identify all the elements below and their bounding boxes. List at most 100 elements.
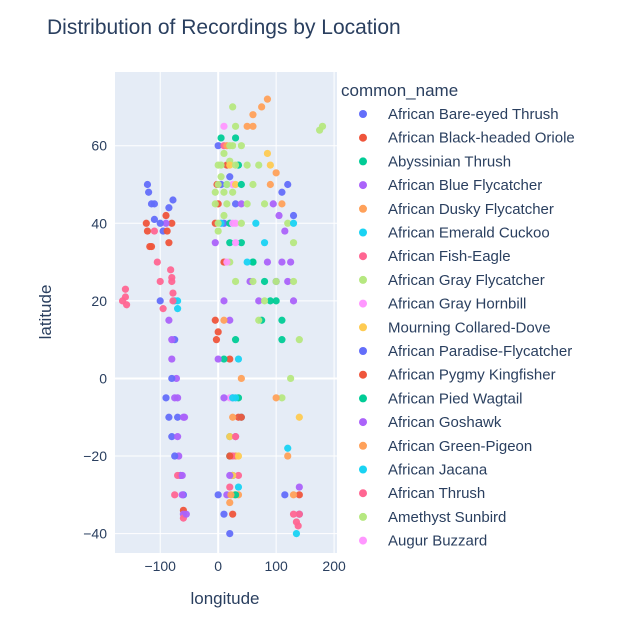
data-point[interactable] <box>295 483 303 491</box>
data-point[interactable] <box>249 122 257 130</box>
data-point[interactable] <box>237 180 245 189</box>
data-point[interactable] <box>249 180 257 189</box>
data-point[interactable] <box>229 219 237 227</box>
data-point[interactable] <box>289 211 298 220</box>
data-point[interactable] <box>118 297 127 305</box>
data-point[interactable] <box>162 219 170 227</box>
data-point[interactable] <box>289 297 298 305</box>
data-point[interactable] <box>169 196 177 204</box>
data-point[interactable] <box>255 161 263 169</box>
data-point[interactable] <box>284 444 292 452</box>
legend-item[interactable]: Augur Buzzard <box>359 533 487 550</box>
data-point[interactable] <box>226 471 234 480</box>
data-point[interactable] <box>292 518 301 526</box>
data-point[interactable] <box>260 200 269 208</box>
data-point[interactable] <box>211 200 219 208</box>
data-point[interactable] <box>289 239 298 247</box>
legend-item[interactable]: African Jacana <box>359 462 488 479</box>
data-point[interactable] <box>179 413 187 421</box>
data-point[interactable] <box>237 374 245 383</box>
data-point[interactable] <box>174 413 182 421</box>
data-point[interactable] <box>281 491 289 499</box>
data-point[interactable] <box>211 188 219 196</box>
data-point[interactable] <box>252 219 260 227</box>
data-point[interactable] <box>243 200 251 208</box>
data-point[interactable] <box>284 180 292 189</box>
data-point[interactable] <box>217 173 225 181</box>
data-point[interactable] <box>165 239 173 247</box>
data-point[interactable] <box>231 433 240 441</box>
data-point[interactable] <box>159 305 167 313</box>
data-point[interactable] <box>214 219 222 227</box>
data-point[interactable] <box>162 211 170 220</box>
data-point[interactable] <box>227 491 235 499</box>
legend-item[interactable]: Mourning Collared-Dove <box>359 319 551 336</box>
legend-item[interactable]: African Thrush <box>359 485 485 502</box>
data-point[interactable] <box>289 491 298 499</box>
data-point[interactable] <box>169 289 177 297</box>
data-point[interactable] <box>168 277 176 286</box>
data-point[interactable] <box>156 277 164 286</box>
data-point[interactable] <box>289 277 298 286</box>
data-point[interactable] <box>156 297 164 305</box>
data-point[interactable] <box>223 258 231 266</box>
data-point[interactable] <box>260 297 269 305</box>
data-point[interactable] <box>295 491 303 499</box>
data-point[interactable] <box>272 169 280 177</box>
data-point[interactable] <box>234 452 243 460</box>
data-point[interactable] <box>237 413 245 421</box>
data-point[interactable] <box>169 297 177 305</box>
data-point[interactable] <box>223 180 231 189</box>
data-point[interactable] <box>234 471 243 480</box>
data-point[interactable] <box>174 433 182 441</box>
data-point[interactable] <box>295 510 303 518</box>
data-point[interactable] <box>217 134 225 142</box>
data-point[interactable] <box>272 297 280 305</box>
data-point[interactable] <box>163 227 171 235</box>
data-point[interactable] <box>295 336 303 344</box>
data-point[interactable] <box>287 374 295 383</box>
data-point[interactable] <box>234 355 243 363</box>
data-point[interactable] <box>214 328 222 336</box>
data-point[interactable] <box>220 122 228 130</box>
data-point[interactable] <box>226 316 234 324</box>
data-point[interactable] <box>278 316 286 324</box>
data-point[interactable] <box>214 491 222 499</box>
data-point[interactable] <box>165 413 173 421</box>
data-point[interactable] <box>226 355 234 363</box>
data-point[interactable] <box>289 219 298 227</box>
data-point[interactable] <box>150 227 159 235</box>
data-point[interactable] <box>220 149 228 158</box>
data-point[interactable] <box>231 134 240 142</box>
data-point[interactable] <box>287 258 295 266</box>
legend-item[interactable]: African Dusky Flycatcher <box>359 201 554 218</box>
legend-item[interactable]: African Gray Flycatcher <box>359 272 545 289</box>
data-point[interactable] <box>231 336 240 344</box>
data-point[interactable] <box>289 510 298 518</box>
data-point[interactable] <box>147 242 156 251</box>
data-point[interactable] <box>231 200 240 208</box>
data-point[interactable] <box>229 394 237 402</box>
data-point[interactable] <box>165 316 173 324</box>
legend-item[interactable]: African Paradise-Flycatcher <box>359 343 572 360</box>
legend-item[interactable]: African Goshawk <box>359 414 502 431</box>
data-point[interactable] <box>255 316 263 324</box>
data-point[interactable] <box>178 471 186 480</box>
data-point[interactable] <box>231 239 240 247</box>
data-point[interactable] <box>226 239 234 247</box>
data-point[interactable] <box>237 219 245 227</box>
data-point[interactable] <box>168 374 176 383</box>
data-point[interactable] <box>212 336 221 344</box>
data-point[interactable] <box>249 111 257 119</box>
data-point[interactable] <box>220 510 228 518</box>
data-point[interactable] <box>231 161 240 169</box>
data-point[interactable] <box>249 277 257 286</box>
data-point[interactable] <box>229 188 237 196</box>
data-point[interactable] <box>231 180 240 189</box>
data-point[interactable] <box>243 122 251 130</box>
data-point[interactable] <box>178 491 186 499</box>
data-point[interactable] <box>316 126 324 134</box>
legend-item[interactable]: African Fish-Eagle <box>359 248 511 265</box>
data-point[interactable] <box>150 215 159 224</box>
data-point[interactable] <box>266 297 274 305</box>
